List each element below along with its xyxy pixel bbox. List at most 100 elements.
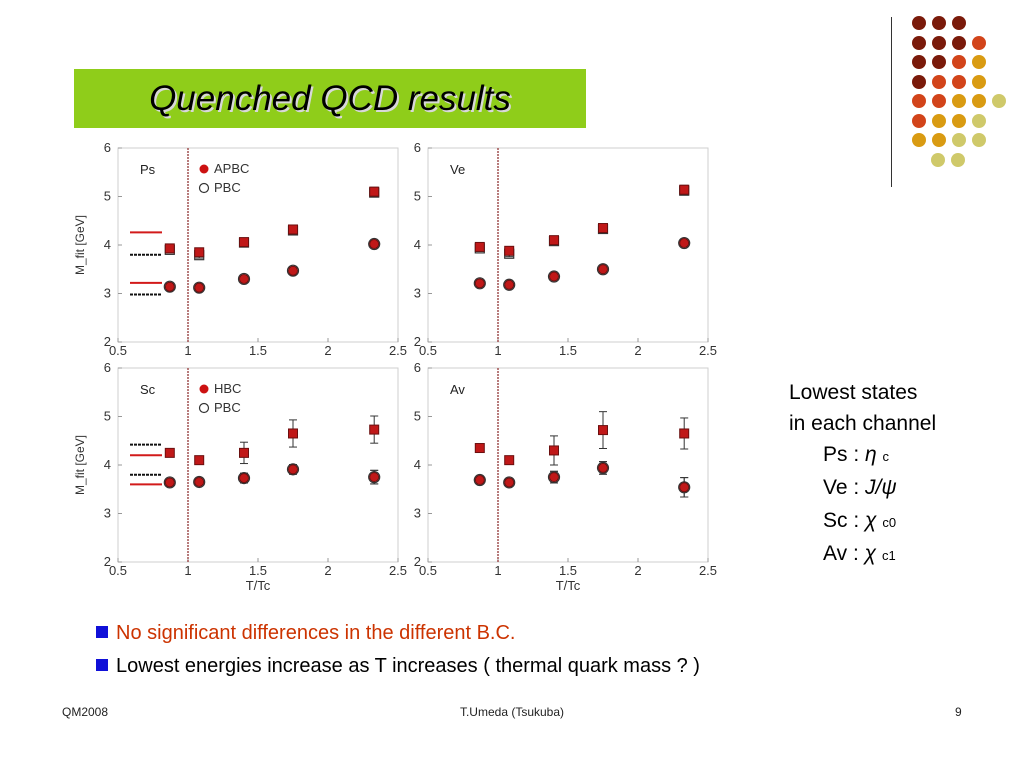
data-point <box>598 425 608 436</box>
x-tick-label: 2.5 <box>389 343 407 358</box>
plot-frame <box>117 367 399 563</box>
panel-label: Av <box>450 382 465 397</box>
title-banner: Quenched QCD results <box>74 69 586 128</box>
y-tick-label: 3 <box>414 286 421 301</box>
data-point <box>474 475 485 486</box>
data-point <box>678 236 691 250</box>
x-tick-label: 1 <box>184 343 191 358</box>
y-tick-label: 4 <box>104 457 111 472</box>
y-tick-label: 5 <box>414 409 421 424</box>
decor-dot <box>952 133 966 147</box>
decor-dot <box>972 55 986 69</box>
decor-dot <box>972 113 986 128</box>
data-point <box>547 270 561 283</box>
data-point <box>598 264 608 275</box>
legend-label: APBC <box>214 161 249 176</box>
decor-dot <box>932 113 946 128</box>
decor-dot <box>932 16 946 30</box>
decor-dot <box>932 133 946 147</box>
footer-center: T.Umeda (Tsukuba) <box>459 705 565 719</box>
data-point <box>598 462 608 473</box>
data-point <box>549 235 559 246</box>
x-tick-label: 0.5 <box>419 563 437 578</box>
decor-dot <box>912 35 926 50</box>
y-tick-label: 5 <box>104 409 111 424</box>
data-point <box>239 237 249 248</box>
data-point <box>369 239 380 250</box>
y-tick-label: 4 <box>414 237 421 252</box>
data-point <box>549 271 559 282</box>
y-tick-label: 2 <box>104 554 111 569</box>
data-point <box>504 477 515 488</box>
data-point <box>474 241 485 252</box>
data-point <box>163 476 176 489</box>
channel-av: Av : χ c1 <box>823 542 896 565</box>
bullet-square-icon <box>96 626 108 638</box>
decor-dot <box>952 94 966 108</box>
y-tick-label: 4 <box>104 237 111 252</box>
y-tick-label: 2 <box>414 554 421 569</box>
footer-left: QM2008 <box>62 705 109 719</box>
decor-dot <box>952 55 966 69</box>
data-point <box>504 245 515 256</box>
data-point <box>194 476 205 487</box>
slide-title: Quenched QCD results <box>149 79 511 118</box>
decor-dot <box>912 133 926 147</box>
data-point <box>598 223 608 234</box>
footer-page-number: 9 <box>955 705 962 719</box>
legend-label: HBC <box>214 381 241 396</box>
decor-dot <box>992 94 1006 108</box>
data-point <box>503 476 516 489</box>
x-tick-label: 1.5 <box>249 343 267 358</box>
x-tick-label: 2 <box>634 343 641 358</box>
divider-line <box>891 17 892 187</box>
x-tick-label: 1 <box>494 343 501 358</box>
data-point <box>473 473 486 487</box>
data-point <box>474 278 485 289</box>
data-point <box>239 273 249 284</box>
data-point <box>239 447 249 458</box>
x-tick-label: 0.5 <box>109 563 127 578</box>
side-line: in each channel <box>789 412 937 435</box>
decor-dot <box>952 74 966 89</box>
bullet-square-icon <box>96 659 108 671</box>
data-point <box>163 280 176 293</box>
decor-dot <box>912 16 926 30</box>
data-point <box>288 224 298 235</box>
data-point <box>474 443 485 454</box>
x-tick-label: 1.5 <box>559 343 577 358</box>
x-tick-label: 2.5 <box>699 563 717 578</box>
decor-dot <box>912 74 926 89</box>
data-point <box>239 473 249 484</box>
data-point <box>288 265 298 276</box>
data-point <box>473 277 486 290</box>
decor-dot <box>912 94 926 108</box>
legend-marker <box>199 384 209 394</box>
legend-marker <box>198 402 210 414</box>
y-tick-label: 3 <box>104 286 111 301</box>
channel-ps: Ps : η c <box>823 443 890 466</box>
bullet-1: No significant differences in the differ… <box>96 622 515 645</box>
decor-dot <box>972 35 986 50</box>
bullet-text: Lowest energies increase as T increases … <box>116 655 700 677</box>
x-tick-label: 1.5 <box>249 563 267 578</box>
plot-frame <box>117 147 399 343</box>
x-tick-label: 2 <box>324 343 331 358</box>
x-tick-label: 1 <box>184 563 191 578</box>
data-point <box>237 471 251 485</box>
legend-marker <box>198 182 210 194</box>
x-tick-label: 2.5 <box>389 563 407 578</box>
panel-label: Ve <box>450 162 465 177</box>
plot-frame <box>427 367 709 563</box>
x-axis-label: T/Tc <box>556 578 581 593</box>
data-point <box>194 282 205 293</box>
data-point <box>369 186 380 197</box>
channel-sc: Sc : χ c0 <box>823 509 897 532</box>
data-point <box>679 184 690 195</box>
data-point <box>369 472 380 483</box>
x-tick-label: 0.5 <box>109 343 127 358</box>
data-point <box>194 247 205 258</box>
channel-summary: Lowest states in each channel Ps : η c V… <box>789 377 936 571</box>
y-tick-label: 4 <box>414 457 421 472</box>
data-point <box>369 424 380 435</box>
